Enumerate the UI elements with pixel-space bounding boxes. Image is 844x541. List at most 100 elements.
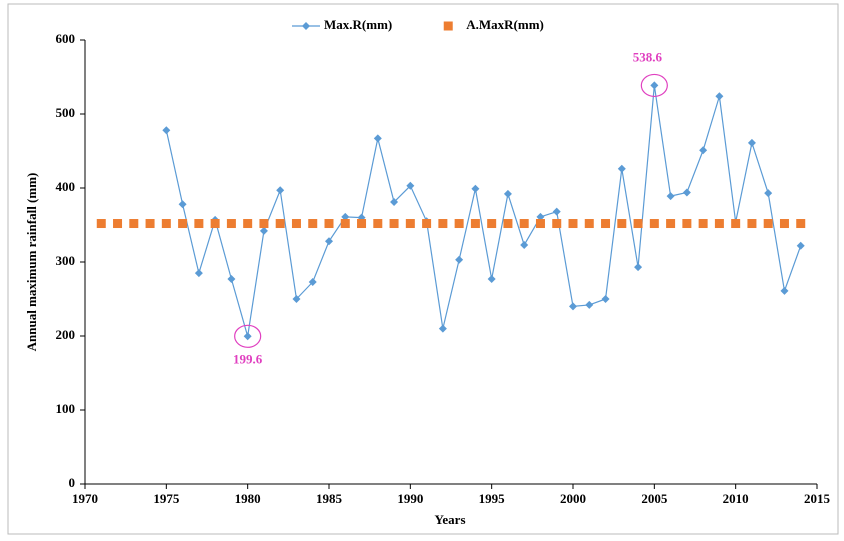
y-tick-label: 400 xyxy=(56,179,76,194)
square-marker xyxy=(226,219,236,229)
diamond-marker xyxy=(390,198,399,207)
x-tick-label: 1975 xyxy=(153,491,180,506)
square-marker xyxy=(552,219,562,229)
square-marker xyxy=(161,219,171,229)
x-tick-label: 1985 xyxy=(316,491,343,506)
diamond-marker xyxy=(666,192,675,201)
square-marker xyxy=(243,219,253,229)
diamond-marker xyxy=(292,295,301,303)
diamond-marker xyxy=(699,146,708,155)
diamond-marker xyxy=(601,295,610,303)
diamond-marker xyxy=(455,255,464,264)
square-marker xyxy=(584,219,594,229)
diamond-marker xyxy=(194,269,203,278)
diamond-marker xyxy=(438,324,447,333)
y-axis-label: Annual maximum rainfall (mm) xyxy=(24,173,39,352)
square-marker xyxy=(731,219,741,229)
diamond-marker xyxy=(650,81,659,90)
square-marker xyxy=(487,219,497,229)
y-tick-label: 0 xyxy=(69,475,76,490)
series-line xyxy=(165,85,802,337)
diamond-marker xyxy=(276,186,285,195)
diamond-marker xyxy=(569,302,577,311)
diamond-marker xyxy=(634,263,643,272)
square-marker xyxy=(178,219,188,229)
diamond-marker xyxy=(227,275,236,284)
square-marker xyxy=(357,219,367,229)
annotation-label: 199.6 xyxy=(233,351,263,366)
x-tick-label: 2015 xyxy=(804,491,831,506)
legend-marker xyxy=(302,22,310,30)
x-tick-label: 1980 xyxy=(235,491,261,506)
diamond-marker xyxy=(552,207,561,216)
annotation-circle xyxy=(640,73,668,98)
square-marker xyxy=(113,219,123,229)
diamond-marker xyxy=(764,189,773,198)
diamond-marker xyxy=(471,184,480,193)
square-marker xyxy=(389,219,399,229)
legend-marker xyxy=(443,21,453,31)
legend-label: Max.R(mm) xyxy=(324,17,392,32)
diamond-marker xyxy=(406,181,415,190)
square-marker xyxy=(308,219,318,229)
square-marker xyxy=(194,219,204,229)
square-marker xyxy=(682,219,692,229)
diamond-marker xyxy=(308,277,317,286)
square-marker xyxy=(405,219,415,229)
square-marker xyxy=(324,219,334,229)
diamond-marker xyxy=(585,300,594,309)
diamond-marker xyxy=(796,241,805,250)
square-marker xyxy=(535,219,545,229)
x-tick-label: 1990 xyxy=(397,491,423,506)
square-marker xyxy=(503,219,513,229)
square-marker xyxy=(649,219,659,229)
y-tick-label: 200 xyxy=(56,327,76,342)
annotation-circle xyxy=(234,324,262,348)
diamond-marker xyxy=(536,212,545,221)
square-marker xyxy=(633,219,643,229)
square-marker xyxy=(422,219,432,229)
diamond-marker xyxy=(178,200,187,209)
square-marker xyxy=(519,219,529,229)
diamond-marker xyxy=(682,188,691,197)
square-marker xyxy=(763,219,773,229)
diamond-marker xyxy=(617,164,626,173)
square-marker xyxy=(291,219,301,229)
square-marker xyxy=(259,219,269,229)
square-marker xyxy=(210,219,220,229)
square-marker xyxy=(779,219,789,229)
y-tick-label: 300 xyxy=(56,253,76,268)
square-marker xyxy=(470,219,480,229)
diamond-marker xyxy=(503,189,512,198)
legend-label: A.MaxR(mm) xyxy=(466,17,544,32)
x-tick-label: 1995 xyxy=(479,491,506,506)
diamond-marker xyxy=(243,332,252,341)
diamond-marker xyxy=(325,237,333,246)
x-axis-label: Years xyxy=(434,512,465,527)
y-tick-label: 500 xyxy=(56,105,76,120)
diamond-marker xyxy=(341,212,350,221)
y-tick-label: 100 xyxy=(56,401,76,416)
square-marker xyxy=(145,219,155,229)
chart-frame xyxy=(7,3,839,535)
square-marker xyxy=(454,219,464,229)
square-marker xyxy=(568,219,578,229)
x-tick-label: 1970 xyxy=(72,491,98,506)
diamond-marker xyxy=(520,240,529,249)
square-marker xyxy=(96,219,106,229)
square-marker xyxy=(438,219,448,229)
x-tick-label: 2000 xyxy=(560,491,586,506)
square-marker xyxy=(747,219,757,229)
x-tick-label: 2005 xyxy=(641,491,668,506)
y-tick-label: 600 xyxy=(56,31,76,46)
diamond-marker xyxy=(373,134,382,143)
square-marker xyxy=(698,219,708,229)
diamond-marker xyxy=(487,275,496,284)
annotation-label: 538.6 xyxy=(633,49,663,64)
square-marker xyxy=(796,219,806,229)
square-marker xyxy=(666,219,676,229)
diamond-marker xyxy=(162,126,171,135)
square-marker xyxy=(373,219,383,229)
square-marker xyxy=(601,219,611,229)
